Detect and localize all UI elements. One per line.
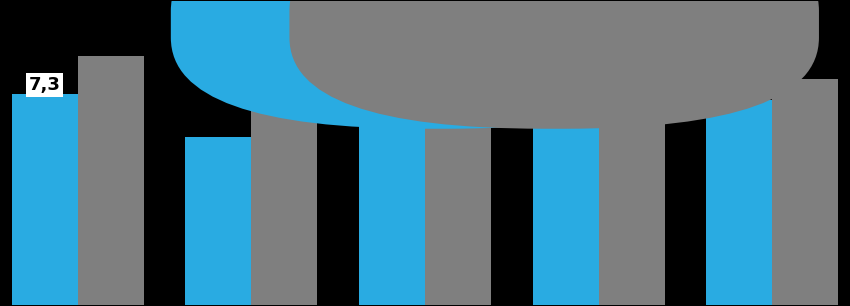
- Text: 6,9: 6,9: [550, 87, 581, 105]
- FancyBboxPatch shape: [171, 0, 700, 129]
- Bar: [772, 79, 838, 304]
- Bar: [533, 105, 598, 304]
- Bar: [12, 94, 78, 304]
- Bar: [78, 56, 144, 304]
- Bar: [706, 99, 772, 304]
- Bar: [425, 73, 491, 304]
- Bar: [359, 105, 425, 304]
- Text: 7,3: 7,3: [29, 76, 60, 94]
- Text: 7,1: 7,1: [723, 82, 755, 99]
- Bar: [252, 79, 317, 304]
- FancyBboxPatch shape: [290, 0, 819, 129]
- Text: 6,9: 6,9: [376, 87, 408, 105]
- Bar: [185, 137, 252, 304]
- Bar: [598, 79, 665, 304]
